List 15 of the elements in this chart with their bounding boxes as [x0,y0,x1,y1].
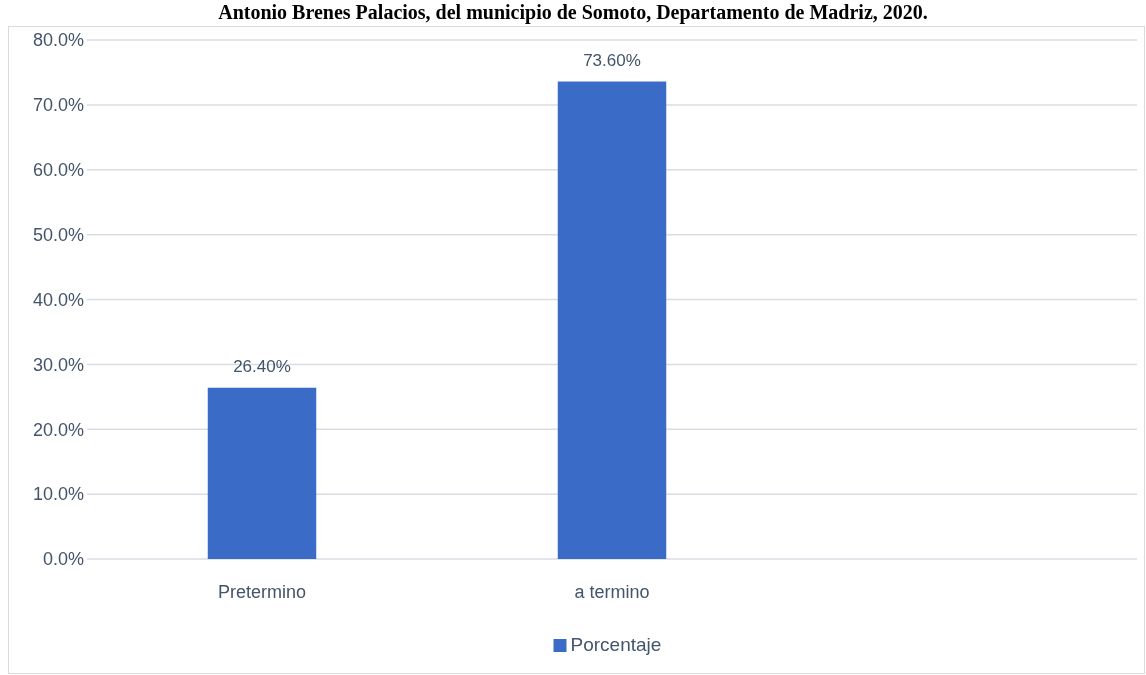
y-tick-label: 70.0% [32,95,84,116]
data-label: 73.60% [583,50,641,70]
chart-title: Antonio Brenes Palacios, del municipio de Somoto, Departamento de Madriz, 2020. [218,1,928,24]
y-tick-label: 10.0% [32,484,84,505]
y-tick-label: 20.0% [32,419,84,440]
x-tick-label: a termino [574,582,650,602]
y-tick-label: 50.0% [32,224,84,245]
y-tick-label: 80.0% [32,30,84,51]
data-label: 26.40% [233,356,291,376]
y-tick-label: 60.0% [32,160,84,181]
y-tick-label: 30.0% [32,354,84,375]
y-tick-label: 0.0% [42,549,84,570]
legend-label: Porcentaje [570,634,662,655]
x-tick-label: Pretermino [217,582,307,602]
y-tick-label: 40.0% [32,289,84,310]
